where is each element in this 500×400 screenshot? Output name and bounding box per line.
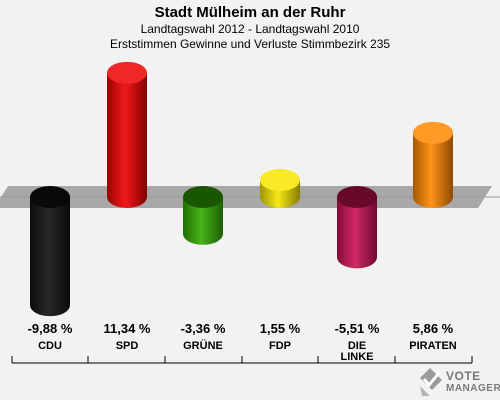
category-label: GRÜNE (183, 339, 223, 352)
bar-top-cap (183, 186, 223, 208)
logo-word-manager: MANAGER (446, 383, 500, 394)
bar-top-cap (107, 61, 147, 84)
bar-body (413, 132, 453, 208)
bar-body (183, 197, 223, 245)
vote-manager-logo: VOTE MANAGER (416, 364, 500, 398)
category-label: LINKE (341, 351, 374, 363)
value-label: 1,55 % (260, 321, 301, 336)
bar-top-cap (413, 121, 453, 144)
value-label: 11,34 % (104, 321, 151, 336)
category-label: FDP (269, 340, 291, 352)
bar-fdp (260, 169, 300, 208)
bar-spd (107, 61, 147, 209)
chart-header: Stadt Mülheim an der Ruhr Landtagswahl 2… (0, 0, 500, 52)
chart-subtitle-description: Erststimmen Gewinne und Verluste Stimmbe… (109, 37, 391, 51)
value-label: -5,51 % (335, 321, 380, 336)
bar-body (337, 197, 377, 269)
bar-body (107, 72, 147, 209)
bar-die-linke (337, 186, 377, 269)
category-label: PIRATEN (409, 340, 457, 352)
checkmark-ballot-icon (420, 368, 442, 396)
bar-body (30, 197, 70, 317)
category-label: DIE (348, 340, 366, 352)
value-label: -9,88 % (28, 321, 73, 336)
bar-piraten (413, 121, 453, 208)
bar-cdu (30, 186, 70, 317)
bar-top-cap (260, 169, 300, 192)
bar-top-cap (337, 186, 377, 208)
value-label: 5,86 % (413, 321, 454, 336)
value-label: -3,36 % (181, 321, 226, 336)
bar-grüne (183, 186, 223, 245)
chart-title: Stadt Mülheim an der Ruhr (154, 4, 346, 21)
category-label: SPD (116, 340, 139, 352)
bar-top-cap (30, 186, 70, 208)
logo-word-vote: VOTE (446, 369, 481, 383)
category-label: CDU (38, 340, 62, 352)
chart-subtitle-comparison: Landtagswahl 2012 - Landtagswahl 2010 (140, 22, 360, 36)
